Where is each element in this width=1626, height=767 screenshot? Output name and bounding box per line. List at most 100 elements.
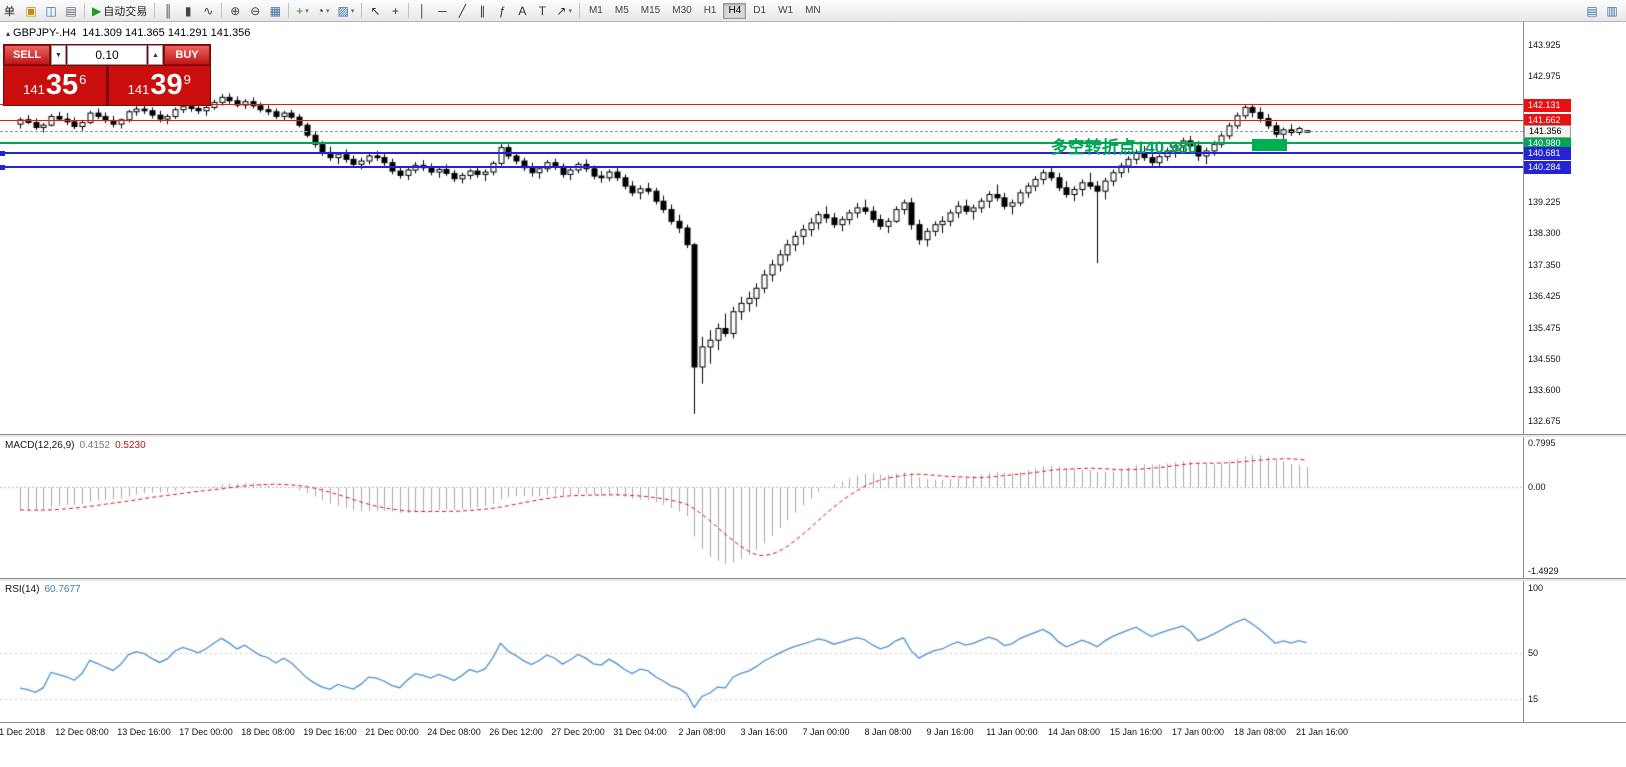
zoom-in-icon-glyph: ⊕ (230, 3, 241, 18)
price-axis-tick: 139.225 (1528, 197, 1561, 208)
text-icon[interactable]: A (512, 2, 532, 20)
line-chart-icon[interactable]: ∿ (198, 2, 218, 20)
price-axis-tick: 132.675 (1528, 416, 1561, 427)
horizontal-line[interactable] (0, 165, 1523, 168)
rsi-axis-tick: 15 (1528, 693, 1539, 704)
horizontal-line[interactable] (0, 104, 1523, 106)
price-axis-tick: 136.425 (1528, 290, 1561, 301)
zoom-in-icon[interactable]: ⊕ (225, 2, 245, 20)
timeframe-button-m30[interactable]: M30 (672, 5, 692, 16)
window-layout-icon[interactable]: ▥ (1606, 3, 1618, 18)
periods-icon[interactable]: ◔ ▾ (313, 2, 334, 20)
zoom-out-icon[interactable]: ⊖ (245, 2, 265, 20)
bar-chart-icon[interactable]: ║ (158, 2, 178, 20)
crosshair-icon[interactable]: + (385, 2, 405, 20)
chart-window-icon[interactable]: ◫ (41, 2, 61, 20)
timeframe-button-m1[interactable]: M1 (588, 5, 603, 16)
profiles-icon[interactable]: ▤ (61, 2, 81, 20)
chart-title: ▴ GBPJPY-.H4 141.309 141.365 141.291 141.3… (6, 27, 250, 39)
timeframe-button-w1[interactable]: W1 (778, 5, 794, 16)
price-tag: 142.131 (1524, 98, 1571, 112)
buy-button[interactable]: BUY (164, 45, 210, 65)
bid-price-line (0, 130, 1523, 132)
buy-price-sup: 9 (183, 72, 191, 87)
volume-decrease-button[interactable]: ▼ (51, 45, 66, 65)
fibonacci-icon[interactable]: ƒ (492, 2, 512, 20)
sell-price-display[interactable]: 141 35 6 (4, 66, 106, 105)
vertical-line-icon-glyph: │ (418, 3, 427, 18)
panel-splitter-macd[interactable] (0, 434, 1626, 437)
timeframe-button-h1[interactable]: H1 (703, 5, 717, 16)
rsi-axis-tick: 100 (1528, 583, 1544, 593)
rsi-axis-tick: 50 (1528, 648, 1539, 658)
timeframe-button-mn[interactable]: MN (805, 5, 821, 16)
dropdown-caret-icon[interactable]: ▾ (305, 7, 309, 15)
zoom-out-icon-glyph: ⊖ (250, 3, 261, 18)
macd-axis-tick: -1.4929 (1528, 566, 1559, 576)
sell-button[interactable]: SELL (4, 45, 50, 65)
macd-name: MACD(12,26,9) (5, 440, 75, 451)
buy-price-big: 39 (150, 69, 183, 101)
cursor-icon[interactable]: ↖ (365, 2, 385, 20)
autotrading-button[interactable]: ▶ 自动交易 (88, 2, 151, 20)
toolbar-separator (221, 3, 223, 18)
volume-input[interactable] (67, 45, 147, 65)
toolbar-separator (154, 3, 156, 18)
price-axis-tick: 134.550 (1528, 353, 1561, 364)
price-tag: 140.980 (1524, 137, 1571, 151)
horizontal-line-icon[interactable]: ─ (432, 2, 452, 20)
macd-panel-canvas[interactable] (0, 437, 1523, 578)
arrows-icon-glyph: ↗ (556, 3, 567, 18)
vertical-line-icon[interactable]: │ (412, 2, 432, 20)
crosshair-icon-glyph: + (391, 3, 399, 18)
tile-windows-icon[interactable]: ▦ (265, 2, 285, 20)
timeframe-button-d1[interactable]: D1 (753, 5, 767, 16)
panel-splitter-rsi[interactable] (0, 578, 1626, 581)
horizontal-line[interactable] (0, 142, 1523, 145)
time-axis-label: 13 Dec 16:00 (117, 727, 171, 737)
timeframe-button-m5[interactable]: M5 (614, 5, 629, 16)
label-icon-glyph: T (538, 3, 547, 18)
horizontal-line[interactable] (0, 119, 1523, 121)
trendline-icon[interactable]: ╱ (452, 2, 472, 20)
chart-list-icon[interactable]: ▤ (1586, 3, 1598, 18)
dropdown-caret-icon[interactable]: ▾ (568, 7, 572, 15)
line-handle[interactable] (0, 164, 5, 170)
channel-icon[interactable]: ∥ (472, 2, 492, 20)
annotation-box[interactable] (1252, 139, 1288, 152)
arrows-icon[interactable]: ↗ ▾ (552, 2, 576, 20)
time-axis-label: 17 Jan 00:00 (1171, 727, 1225, 737)
price-tag: 140.681 (1524, 147, 1571, 161)
time-axis-label: 27 Dec 20:00 (551, 727, 605, 737)
autotrading-button-glyph: ▶ (92, 3, 102, 18)
rsi-panel-canvas[interactable] (0, 581, 1523, 721)
volume-increase-button[interactable]: ▲ (148, 45, 163, 65)
macd-axis-tick: 0.7995 (1528, 438, 1556, 448)
sell-price-sup: 6 (79, 72, 87, 87)
templates-icon[interactable]: ▨ ▾ (334, 2, 359, 20)
channel-icon-glyph: ∥ (479, 3, 486, 18)
candlestick-chart-icon[interactable]: ▮ (178, 2, 198, 20)
price-axis-tick: 133.600 (1528, 385, 1561, 396)
label-icon[interactable]: T (532, 2, 552, 20)
annotation-text[interactable]: 多空转折点140.980 (1050, 138, 1198, 158)
indicators-add-icon[interactable]: + ▾ (292, 2, 313, 20)
main-chart-canvas[interactable] (0, 22, 1523, 434)
rsi-name: RSI(14) (5, 584, 40, 595)
time-axis-label: 8 Jan 08:00 (864, 727, 912, 737)
horizontal-line[interactable] (0, 152, 1523, 155)
buy-price-display[interactable]: 141 39 9 (108, 66, 210, 105)
dropdown-caret-icon[interactable]: ▾ (350, 7, 355, 15)
time-axis-label: 21 Jan 16:00 (1295, 727, 1349, 737)
line-handle[interactable] (0, 151, 5, 157)
bar-chart-icon-glyph: ║ (163, 3, 173, 18)
timeframe-button-m15[interactable]: M15 (640, 5, 661, 16)
chart-ohlc-readout: 141.309 141.365 141.291 141.356 (82, 27, 251, 39)
price-axis-tick: 135.475 (1528, 322, 1561, 333)
time-axis-label: 3 Jan 16:00 (740, 727, 788, 737)
new-order-icon[interactable]: ▣ (21, 2, 41, 20)
rsi-value: 60.7677 (44, 584, 81, 595)
timeframe-button-h4[interactable]: H4 (723, 2, 747, 19)
dropdown-caret-icon[interactable]: ▾ (326, 7, 330, 15)
one-click-collapse-arrow-icon[interactable]: ▴ (6, 29, 11, 38)
